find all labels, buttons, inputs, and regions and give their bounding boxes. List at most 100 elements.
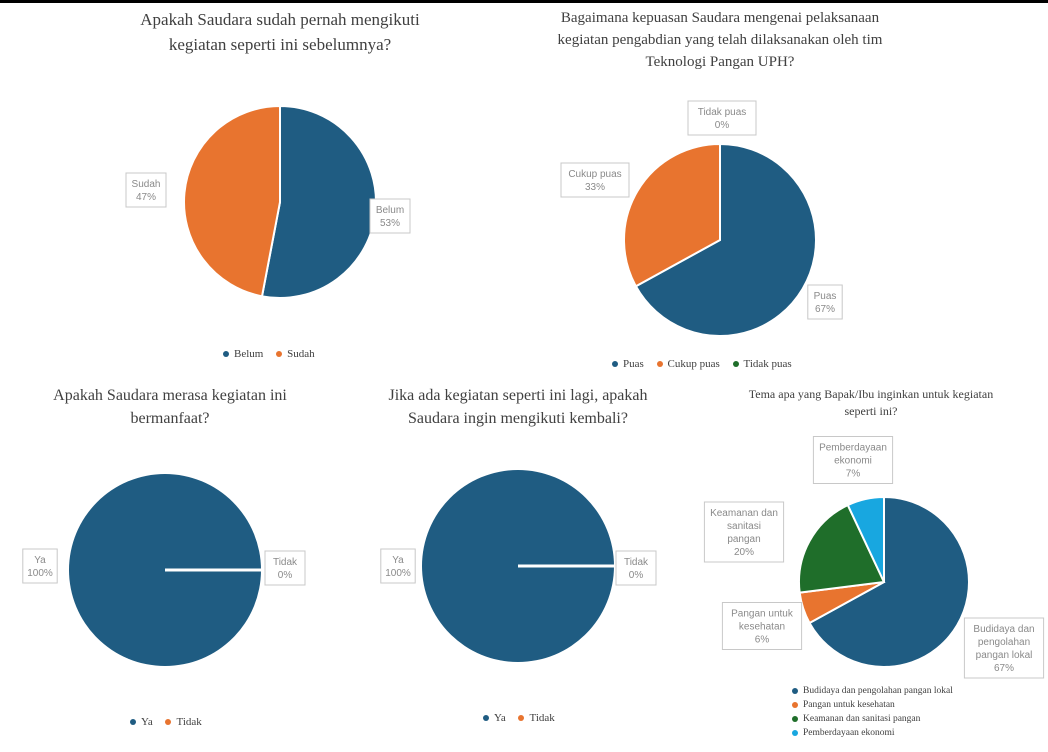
- legend-item: Tidak: [165, 716, 202, 728]
- chart-title: Apakah Saudara sudah pernah mengikuti ke…: [140, 10, 420, 54]
- pie-chart: Budidaya dan pengolahan pangan lokal 67% Pan…: [703, 436, 1045, 679]
- legend-item: Pemberdayaan ekonomi: [792, 728, 953, 738]
- data-label-text: 7%: [846, 469, 861, 480]
- legend-label: Keamanan dan sanitasi pangan: [803, 714, 921, 724]
- data-label: Pemberdayaan ekonomi 7%: [812, 436, 894, 484]
- legend-label: Sudah: [287, 348, 315, 360]
- data-label-text: pangan: [727, 534, 760, 545]
- chart-bermanfaat: Apakah Saudara merasa kegiatan ini berma…: [10, 382, 330, 742]
- legend-item: Sudah: [276, 348, 315, 360]
- chart-title: Bagaimana kepuasan Saudara mengenai pela…: [557, 10, 883, 70]
- data-label-text: kesehatan: [739, 622, 785, 633]
- chart-tema: Tema apa yang Bapak/Ibu inginkan untuk k…: [694, 382, 1048, 752]
- data-label-text: Belum: [376, 205, 404, 216]
- data-label-text: pengolahan: [978, 637, 1030, 648]
- legend-label: Cukup puas: [667, 358, 720, 370]
- data-label-text: Ya: [34, 555, 46, 566]
- legend-marker: [792, 687, 798, 694]
- legend-marker: [276, 351, 283, 358]
- data-label: Ya 100%: [380, 548, 416, 584]
- legend-label: Budidaya dan pengolahan pangan lokal: [803, 686, 953, 696]
- legend-item: Budidaya dan pengolahan pangan lokal: [792, 686, 953, 696]
- data-label: Pangan untuk kesehatan 6%: [721, 602, 803, 650]
- chart-pernah-mengikuti: Apakah Saudara sudah pernah mengikuti ke…: [90, 6, 470, 370]
- legend-marker: [483, 715, 489, 722]
- data-label: Belum 53%: [369, 198, 411, 234]
- data-label-text: Tidak: [273, 557, 298, 568]
- pie-slice-puas: [634, 142, 817, 337]
- pie-slice-budidaya-dan-pengolahan-pangan-lokal: [808, 495, 970, 668]
- data-label-text: Tidak: [624, 557, 649, 568]
- legend-item: Ya: [483, 712, 506, 724]
- legend: Budidaya dan pengolahan pangan lokal Pan…: [792, 686, 953, 742]
- legend-item: Ya: [130, 716, 153, 728]
- legend-label: Tidak puas: [743, 358, 792, 370]
- data-label-text: sanitasi: [727, 521, 761, 532]
- legend-marker: [612, 361, 618, 368]
- data-label-text: Pangan untuk: [731, 609, 794, 620]
- data-label-text: 0%: [629, 570, 644, 581]
- top-border: [0, 0, 1048, 3]
- data-label-text: 100%: [27, 568, 53, 579]
- legend-item: Cukup puas: [656, 358, 720, 370]
- legend: Belum Sudah: [223, 348, 325, 360]
- data-label-text: Cukup puas: [568, 169, 621, 180]
- legend-marker: [792, 701, 798, 708]
- data-label-text: Sudah: [132, 179, 161, 190]
- legend-label: Puas: [623, 358, 644, 370]
- data-label: Keamanan dan sanitasi pangan 20%: [703, 501, 785, 563]
- data-label: Puas 67%: [807, 284, 843, 320]
- legend-marker: [130, 719, 136, 726]
- data-label: Ya 100%: [22, 548, 58, 584]
- pie-chart: Ya 100% Tidak 0%: [22, 474, 306, 666]
- legend-marker: [518, 715, 525, 722]
- data-label-text: 100%: [385, 568, 411, 579]
- pie-chart: Belum 53% Sudah 47%: [125, 104, 411, 299]
- legend-item: Tidak: [518, 712, 555, 724]
- data-label-text: Keamanan dan: [710, 508, 778, 519]
- legend-label: Pemberdayaan ekonomi: [803, 728, 895, 738]
- legend-item: Keamanan dan sanitasi pangan: [792, 714, 953, 724]
- chart-title: Apakah Saudara merasa kegiatan ini berma…: [53, 387, 287, 428]
- legend-label: Pangan untuk kesehatan: [803, 700, 895, 710]
- legend: Ya Tidak: [483, 712, 565, 724]
- chart-ikut-kembali: Jika ada kegiatan seperti ini lagi, apak…: [358, 382, 678, 742]
- chart-title: Tema apa yang Bapak/Ibu inginkan untuk k…: [748, 387, 994, 419]
- data-label: Cukup puas 33%: [560, 162, 630, 198]
- pie-slice-keamanan-dan-sanitasi-pangan: [798, 503, 886, 594]
- data-label-text: pangan lokal: [976, 650, 1033, 661]
- data-label-text: 53%: [380, 218, 400, 229]
- chart-kepuasan: Bagaimana kepuasan Saudara mengenai pela…: [500, 6, 940, 370]
- chart-title: Jika ada kegiatan seperti ini lagi, apak…: [388, 387, 648, 428]
- data-label-text: 67%: [994, 663, 1014, 674]
- legend-marker: [223, 351, 229, 358]
- pie-chart: Puas 67% Cukup puas 33% Tidak puas 0%: [560, 100, 843, 337]
- pie-slice-sudah: [183, 104, 281, 298]
- data-label-text: 67%: [815, 304, 835, 315]
- legend-label: Belum: [234, 348, 264, 360]
- legend: Ya Tidak: [130, 716, 212, 728]
- legend-marker: [792, 715, 798, 722]
- data-label-text: 6%: [755, 635, 770, 646]
- legend-label: Ya: [494, 712, 506, 724]
- legend-marker: [656, 361, 663, 368]
- legend: Puas Cukup puas Tidak puas: [612, 358, 802, 370]
- data-label-text: Tidak puas: [698, 107, 747, 118]
- data-label-text: Ya: [392, 555, 404, 566]
- pie-slice-pemberdayaan-ekonomi: [846, 495, 885, 583]
- data-label-text: Puas: [814, 291, 837, 302]
- legend-label: Ya: [141, 716, 153, 728]
- data-label-text: Pemberdayaan: [819, 443, 887, 454]
- legend-label: Tidak: [176, 716, 202, 728]
- legend-item: Puas: [612, 358, 644, 370]
- data-label-text: Budidaya dan: [973, 624, 1034, 635]
- legend-marker: [732, 361, 739, 368]
- data-label: Sudah 47%: [125, 172, 167, 208]
- data-label: Tidak puas 0%: [687, 100, 757, 136]
- pie-slice-cukup-puas: [623, 142, 721, 288]
- data-label-text: 47%: [136, 192, 156, 203]
- legend-item: Belum: [223, 348, 263, 360]
- data-label: Budidaya dan pengolahan pangan lokal 67%: [963, 617, 1045, 679]
- pie-chart: Ya 100% Tidak 0%: [380, 470, 657, 662]
- data-label-text: 0%: [278, 570, 293, 581]
